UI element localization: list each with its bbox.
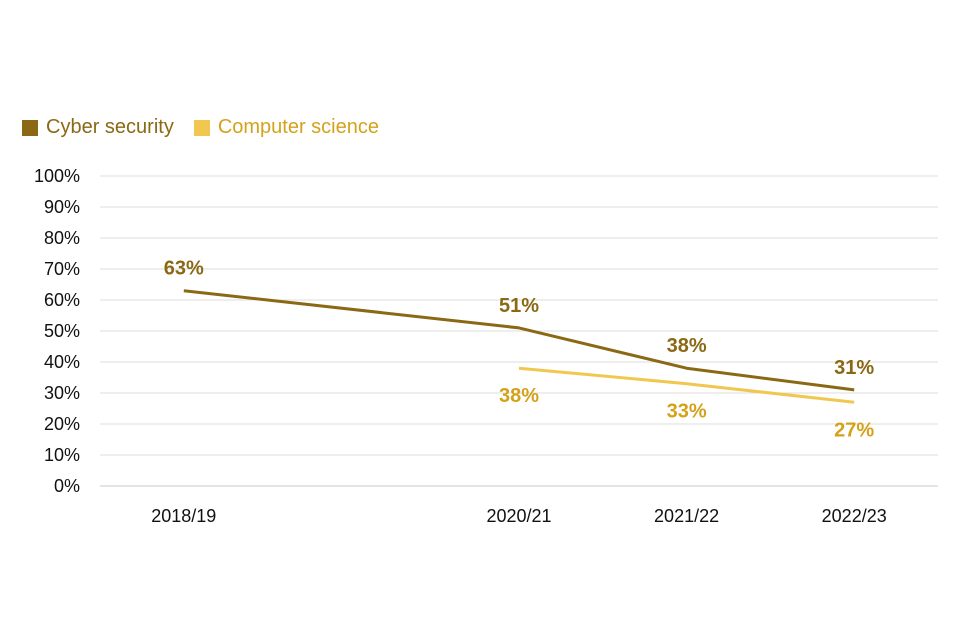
legend-swatch-cyber-security: [22, 119, 38, 136]
y-tick-label-9: 90%: [44, 197, 80, 217]
y-tick-label-8: 80%: [44, 228, 80, 248]
x-tick-label-0: 2018/19: [151, 506, 216, 526]
y-tick-label-4: 40%: [44, 352, 80, 372]
x-tick-label-4: 2022/23: [822, 506, 887, 526]
data-label-1-4: 27%: [834, 419, 874, 441]
legend-label-computer-science: Computer science: [217, 116, 379, 138]
legend-item-computer-science: Computer science: [193, 116, 379, 139]
data-label-0-0: 63%: [164, 258, 204, 280]
data-label-0-3: 38%: [667, 335, 707, 357]
legend-swatch-computer-science: [193, 119, 210, 136]
legend-item-cyber-security: Cyber security: [22, 116, 174, 139]
legend: Cyber security Computer science: [22, 116, 399, 139]
y-tick-label-2: 20%: [44, 414, 80, 434]
y-tick-label-1: 10%: [44, 445, 80, 465]
y-tick-label-5: 50%: [44, 321, 80, 341]
data-label-1-3: 33%: [667, 401, 707, 423]
legend-label-cyber-security: Cyber security: [46, 116, 174, 138]
series-line-0: [183, 289, 855, 392]
y-tick-label-10: 100%: [34, 166, 80, 186]
y-tick-label-3: 30%: [44, 383, 80, 403]
data-label-0-2: 51%: [499, 295, 539, 317]
series-line-1: [518, 366, 855, 404]
data-label-1-2: 38%: [499, 385, 539, 407]
y-tick-label-7: 70%: [44, 259, 80, 279]
data-label-0-4: 31%: [834, 357, 874, 379]
y-tick-label-6: 60%: [44, 290, 80, 310]
y-tick-label-0: 0%: [54, 476, 80, 496]
x-tick-label-3: 2021/22: [654, 506, 719, 526]
x-tick-label-2: 2020/21: [486, 506, 551, 526]
